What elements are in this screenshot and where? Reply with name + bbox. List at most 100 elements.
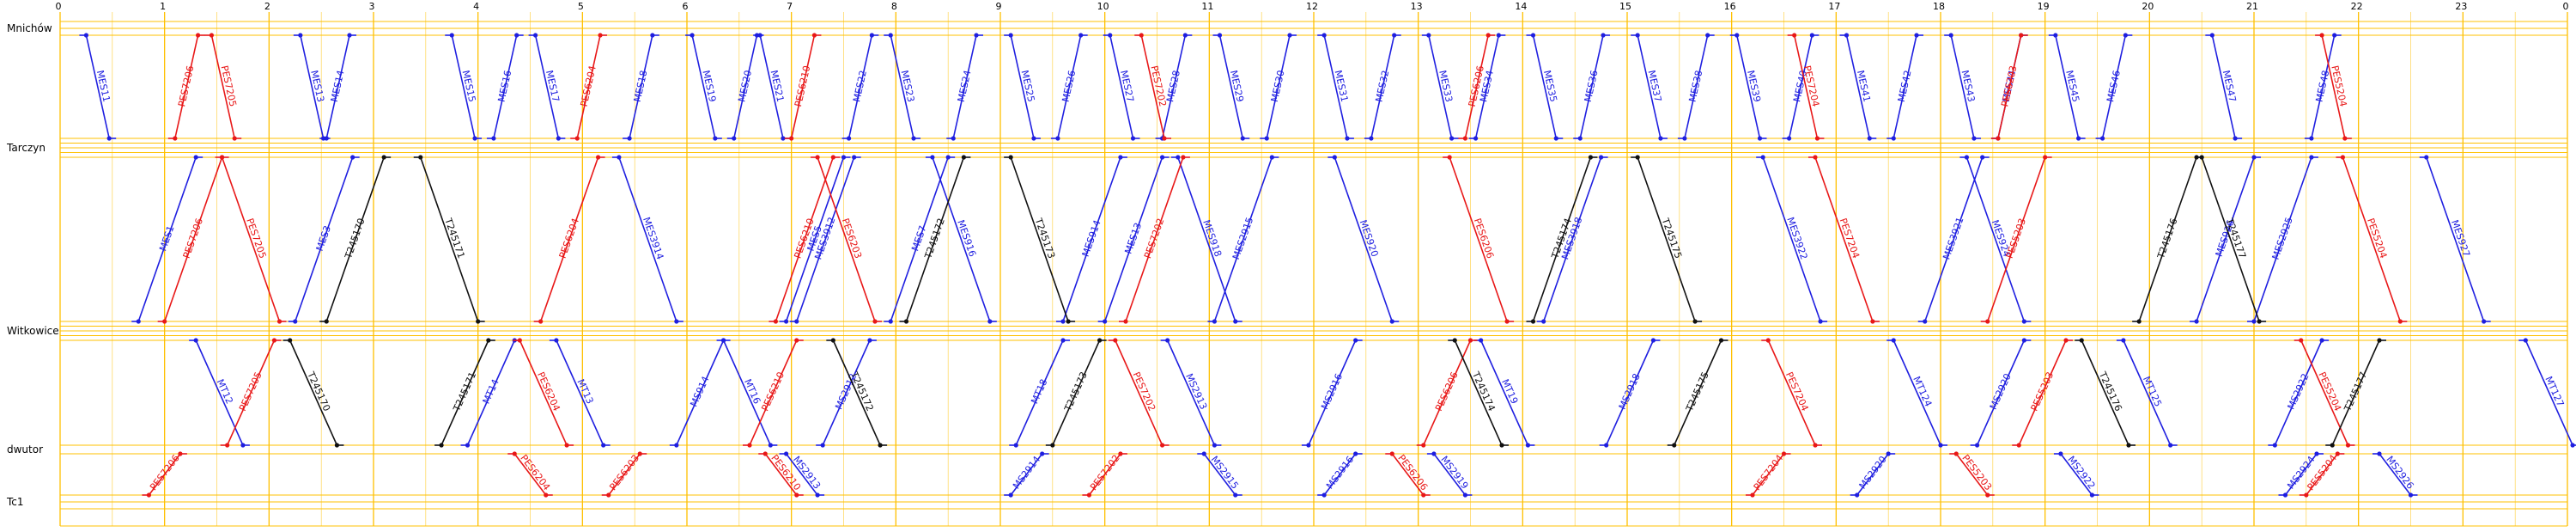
train-pes7205: PES7205 — [204, 33, 242, 141]
train-path — [1428, 34, 1453, 139]
train-label: PES7205 — [237, 370, 264, 413]
train-path — [1950, 34, 1975, 139]
train-pes6206: PES6206 — [1443, 155, 1515, 324]
train-label: PES7204 — [1783, 370, 1811, 413]
train-label: PES5203 — [1959, 453, 1994, 493]
train-label: PES6206 — [1472, 217, 1496, 260]
train-label: PES6210 — [759, 370, 787, 413]
train-mes39: MES39 — [1729, 33, 1767, 141]
hour-label: 23 — [2455, 1, 2467, 12]
train-end-dot — [1886, 451, 1891, 456]
hour-label: 21 — [2246, 1, 2258, 12]
train-path — [1203, 453, 1236, 496]
train-mes13: MES13 — [293, 33, 331, 141]
train-mes16: MES16 — [486, 33, 524, 141]
train-path — [221, 156, 281, 322]
train-path — [1986, 156, 2046, 322]
train-label: T245172 — [922, 217, 947, 260]
train-path — [1532, 34, 1558, 139]
train-start-dot — [491, 136, 496, 141]
train-mes46: MES46 — [2095, 33, 2133, 141]
train-mes23: MES23 — [884, 33, 921, 141]
train-mes26: MES26 — [1050, 33, 1088, 141]
train-label: PES6204 — [579, 64, 598, 107]
train-label: MT18 — [1029, 377, 1049, 406]
train-ms2914: MS2914 — [1004, 451, 1049, 498]
train-path — [1334, 156, 1394, 322]
train-label: MT13 — [574, 377, 595, 406]
train-path — [210, 34, 235, 139]
train-path — [2331, 339, 2380, 446]
train-mes21: MES21 — [753, 33, 790, 141]
train-t245172: T245172 — [826, 338, 888, 448]
train-end-dot — [2019, 33, 2024, 38]
hour-labels: 0 1 2 3 4 5 6 7 8 9 10 11 12 13 14 15 16 17 18 19 20 21 22 23 0 — [56, 1, 2569, 12]
train-label: MES914 — [1080, 218, 1103, 258]
train-paths: MES11 MES13 MES14 MES15 MES16 MES17 MES18 MES19… — [79, 33, 2576, 498]
train-mes3922: MES3922 — [1756, 155, 1828, 324]
train-path — [1062, 156, 1121, 322]
train-path — [1370, 34, 1395, 139]
train-label: MES20 — [736, 70, 754, 103]
train-path — [1125, 156, 1184, 322]
train-label: MES2915 — [1230, 216, 1255, 261]
train-path — [2311, 34, 2336, 139]
train-path — [722, 339, 772, 446]
train-start-dot — [690, 33, 695, 38]
train-end-dot — [2309, 155, 2314, 160]
train-path — [759, 34, 784, 139]
train-path — [300, 34, 325, 139]
station-label: Tarczyn — [6, 142, 46, 154]
train-path — [1323, 34, 1348, 139]
hour-label: 4 — [473, 1, 479, 12]
train-t245175: T245175 — [1667, 338, 1728, 448]
train-path — [1845, 34, 1871, 139]
train-path — [832, 339, 881, 446]
train-path — [519, 339, 568, 446]
train-t245174: T245174 — [1448, 338, 1509, 448]
train-mes20: MES20 — [726, 33, 764, 141]
train-label: MES18 — [632, 70, 650, 103]
train-pes5203: PES5203 — [2012, 338, 2073, 448]
train-mes33: MES33 — [1421, 33, 1459, 141]
train-end-dot — [2570, 443, 2575, 448]
train-end-dot — [2335, 451, 2340, 456]
train-path — [1015, 339, 1064, 446]
train-start-dot — [627, 136, 632, 141]
train-path — [148, 453, 181, 496]
train-path — [749, 339, 798, 446]
train-label: MS2915 — [1209, 454, 1241, 491]
train-label: MS2926 — [2384, 454, 2415, 491]
hour-label: 8 — [891, 1, 897, 12]
train-path — [1474, 34, 1500, 139]
train-t245175: T245175 — [1631, 155, 1703, 324]
hour-label: 10 — [1097, 1, 1109, 12]
train-end-dot — [2332, 33, 2337, 38]
train-path — [2321, 34, 2346, 139]
hour-label: 2 — [264, 1, 270, 12]
train-mes42: MES42 — [1886, 33, 1924, 141]
train-mes25: MES25 — [1004, 33, 1041, 141]
train-start-dot — [674, 443, 679, 448]
train-path — [2284, 453, 2318, 496]
train-end-dot — [1818, 319, 1823, 324]
train-label: PES7204 — [1752, 453, 1786, 493]
train-label: PES6206 — [1433, 370, 1461, 413]
train-label: MES38 — [1686, 70, 1704, 103]
train-path — [785, 453, 818, 496]
train-end-dot — [1980, 155, 1985, 160]
train-label: MES30 — [1269, 70, 1287, 103]
train-pes7204: PES7204 — [1787, 33, 1825, 141]
train-label: PES7206 — [176, 64, 196, 107]
train-mes927: MES927 — [2419, 155, 2491, 324]
train-t245170: T245170 — [283, 338, 344, 448]
train-label: MES918 — [1200, 218, 1224, 258]
train-label: MS2916 — [1319, 372, 1345, 412]
train-t245170: T245170 — [319, 155, 392, 324]
train-label: PES7205 — [244, 217, 268, 260]
train-mes35: MES35 — [1526, 33, 1564, 141]
train-label: T245171 — [442, 216, 467, 260]
train-path — [1767, 339, 1816, 446]
train-label: MES26 — [1060, 70, 1078, 103]
train-path — [2211, 34, 2236, 139]
